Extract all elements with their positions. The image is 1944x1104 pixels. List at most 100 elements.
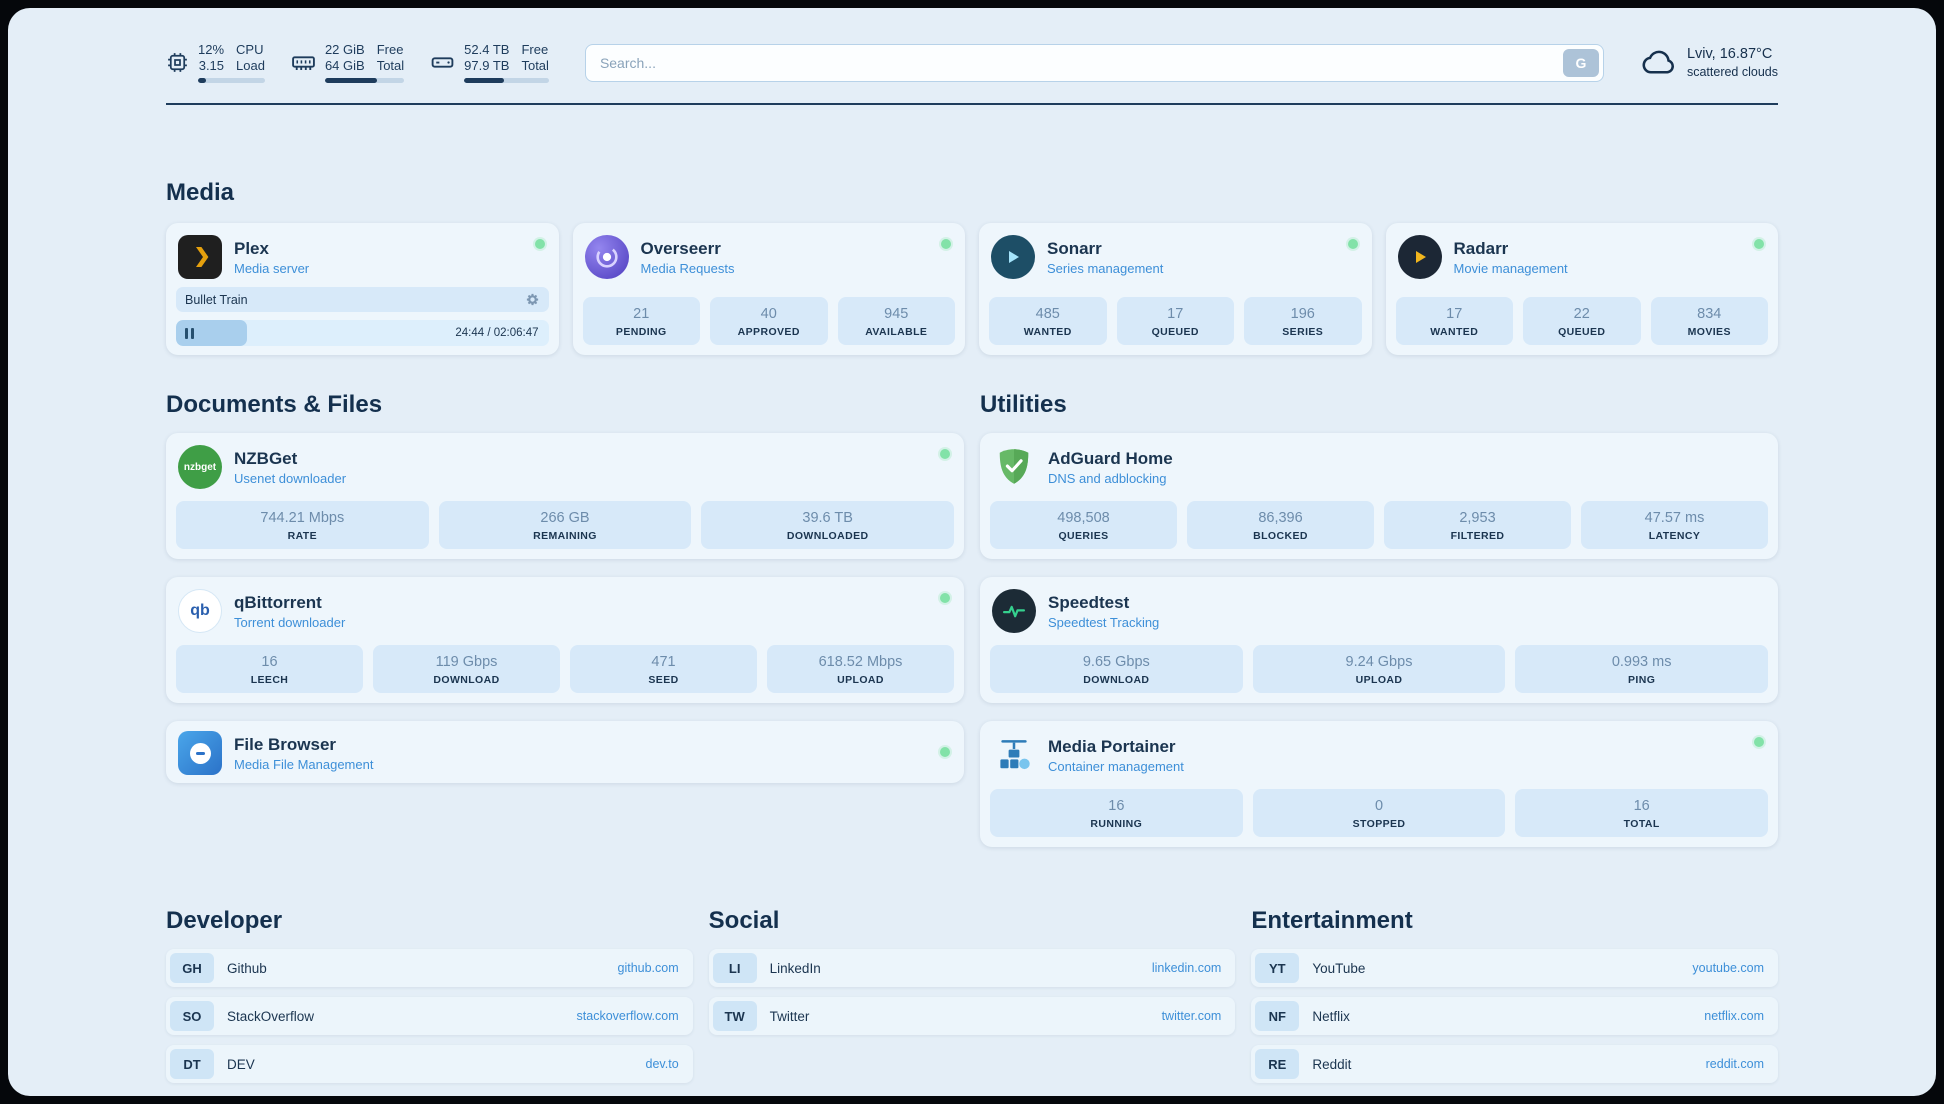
overseerr-card[interactable]: Overseerr Media Requests 21 PENDING 40 APP… — [572, 223, 965, 355]
memory-free-label: Free — [376, 42, 404, 57]
stat-box: 744.21 Mbps RATE — [176, 501, 429, 549]
header-divider — [166, 103, 1778, 105]
bookmark-link[interactable]: stackoverflow.com — [576, 1009, 679, 1023]
stat-box: 618.52 Mbps UPLOAD — [767, 645, 954, 693]
search-input[interactable] — [584, 43, 1604, 82]
bookmark-name: DEV — [227, 1056, 255, 1072]
sonarr-stats: 485 WANTED 17 QUEUED 196 SERIES — [989, 297, 1362, 345]
service-subtitle: Movie management — [1453, 260, 1568, 276]
service-subtitle: DNS and adblocking — [1048, 470, 1167, 486]
stat-box: 0.993 ms PING — [1515, 645, 1768, 693]
memory-total: 64 GiB — [324, 58, 365, 73]
service-subtitle: Media Requests — [640, 260, 735, 276]
disk-total: 97.9 TB — [464, 58, 510, 73]
nzbget-stats: 744.21 Mbps RATE 266 GB REMAINING 39.6 TB D… — [176, 501, 954, 549]
bookmark-link[interactable]: dev.to — [645, 1057, 679, 1071]
filebrowser-card[interactable]: File Browser Media File Management — [166, 721, 964, 783]
memory-usage-fill — [324, 78, 378, 83]
radarr-stats: 17 WANTED 22 QUEUED 834 MOVIES — [1395, 297, 1768, 345]
nzbget-card[interactable]: nzbget NZBGet Usenet downloader 744.21 M… — [166, 433, 964, 559]
bookmark-stackoverflow[interactable]: SO StackOverflow stackoverflow.com — [166, 997, 693, 1035]
service-subtitle: Media File Management — [234, 756, 374, 772]
bookmark-link[interactable]: reddit.com — [1705, 1057, 1764, 1071]
pause-icon[interactable] — [185, 327, 194, 339]
portainer-stats: 16 RUNNING 0 STOPPED 16 TOTAL — [990, 789, 1768, 837]
memory-icon — [291, 50, 316, 75]
documents-section-title: Documents & Files — [166, 391, 383, 418]
service-name: Plex — [234, 238, 269, 258]
bookmark-abbr: LI — [712, 953, 757, 983]
service-subtitle: Series management — [1047, 260, 1164, 276]
hard-drive-icon — [430, 50, 455, 75]
bookmark-abbr: DT — [170, 1049, 214, 1079]
bookmark-abbr: NF — [1255, 1001, 1300, 1031]
cpu-widget: 12% CPU 3.15 Load — [166, 42, 265, 83]
speedtest-card[interactable]: Speedtest Speedtest Tracking 9.65 Gbps DO… — [980, 577, 1778, 703]
speedtest-stats: 9.65 Gbps DOWNLOAD 9.24 Gbps UPLOAD 0.993 … — [990, 645, 1768, 693]
status-indicator — [940, 747, 950, 757]
stat-box: 39.6 TB DOWNLOADED — [701, 501, 954, 549]
bookmark-linkedin[interactable]: LI LinkedIn linkedin.com — [708, 949, 1236, 987]
service-subtitle: Torrent downloader — [234, 614, 346, 630]
qbittorrent-icon: qb — [178, 589, 222, 633]
adguard-card[interactable]: AdGuard Home DNS and adblocking 498,508 Q… — [980, 433, 1778, 559]
entertainment-section-title: Entertainment — [1251, 907, 1413, 934]
playback-progress-bar[interactable]: 24:44 / 02:06:47 — [176, 320, 549, 346]
service-name: Overseerr — [640, 238, 721, 258]
stat-box: 119 Gbps DOWNLOAD — [373, 645, 560, 693]
bookmark-link[interactable]: twitter.com — [1161, 1009, 1222, 1023]
bookmark-abbr: YT — [1255, 953, 1300, 983]
stat-box: 17 WANTED — [1395, 297, 1513, 345]
cloud-icon — [1640, 49, 1676, 76]
bookmark-link[interactable]: youtube.com — [1692, 961, 1764, 975]
stat-box: 9.65 Gbps DOWNLOAD — [990, 645, 1243, 693]
search-bar: G — [584, 43, 1604, 82]
disk-free-label: Free — [521, 42, 549, 57]
bookmark-link[interactable]: netflix.com — [1704, 1009, 1764, 1023]
bookmark-name: Github — [227, 960, 267, 976]
qbittorrent-card[interactable]: qb qBittorrent Torrent downloader 16 LEEC… — [166, 577, 964, 703]
stat-box: 86,396 BLOCKED — [1187, 501, 1374, 549]
radarr-card[interactable]: Radarr Movie management 17 WANTED 22 QUEUE… — [1385, 223, 1778, 355]
dashboard-page: 12% CPU 3.15 Load 22 GiB Free 64 GiB — [8, 8, 1936, 1096]
service-name: Media Portainer — [1048, 736, 1176, 756]
bookmark-name: Reddit — [1312, 1056, 1352, 1072]
weather-text: Lviv, 16.87°C scattered clouds — [1687, 45, 1778, 80]
disk-readout: 52.4 TB Free 97.9 TB Total — [464, 42, 549, 83]
memory-usage-bar — [324, 78, 405, 83]
bookmark-name: YouTube — [1312, 960, 1366, 976]
gear-icon[interactable] — [525, 292, 540, 307]
sonarr-card[interactable]: Sonarr Series management 485 WANTED 17 QUE… — [979, 223, 1372, 355]
stat-box: 196 SERIES — [1244, 297, 1362, 345]
disk-free: 52.4 TB — [464, 42, 510, 57]
memory-widget: 22 GiB Free 64 GiB Total — [291, 42, 405, 83]
memory-free: 22 GiB — [324, 42, 365, 57]
disk-total-label: Total — [521, 58, 549, 73]
status-indicator — [940, 593, 950, 603]
bookmark-link[interactable]: github.com — [617, 961, 679, 975]
status-indicator — [1754, 239, 1764, 249]
bookmark-twitter[interactable]: TW Twitter twitter.com — [708, 997, 1236, 1035]
status-indicator — [1754, 737, 1764, 747]
adguard-shield-icon — [992, 445, 1036, 489]
bookmark-github[interactable]: GH Github github.com — [166, 949, 693, 987]
stat-box: 266 GB REMAINING — [438, 501, 692, 549]
cpu-load-label: Load — [236, 58, 265, 73]
cpu-usage-bar — [198, 78, 265, 83]
stat-box: 9.24 Gbps UPLOAD — [1252, 645, 1506, 693]
bookmark-netflix[interactable]: NF Netflix netflix.com — [1251, 997, 1778, 1035]
plex-card[interactable]: Plex Media server Bullet Train — [166, 223, 559, 355]
filebrowser-icon — [178, 731, 222, 775]
bookmark-dev[interactable]: DT DEV dev.to — [166, 1045, 693, 1083]
bookmark-reddit[interactable]: RE Reddit reddit.com — [1251, 1045, 1778, 1083]
portainer-card[interactable]: Media Portainer Container management 16 R… — [980, 721, 1778, 847]
stat-box: 16 RUNNING — [990, 789, 1243, 837]
bookmark-youtube[interactable]: YT YouTube youtube.com — [1251, 949, 1778, 987]
cpu-percent-label: CPU — [236, 42, 264, 57]
status-indicator — [940, 449, 950, 459]
bookmark-link[interactable]: linkedin.com — [1151, 961, 1222, 975]
stat-box: 471 SEED — [570, 645, 757, 693]
search-provider-button[interactable]: G — [1562, 48, 1599, 77]
service-name: AdGuard Home — [1048, 448, 1173, 468]
bookmark-name: Netflix — [1312, 1008, 1350, 1024]
